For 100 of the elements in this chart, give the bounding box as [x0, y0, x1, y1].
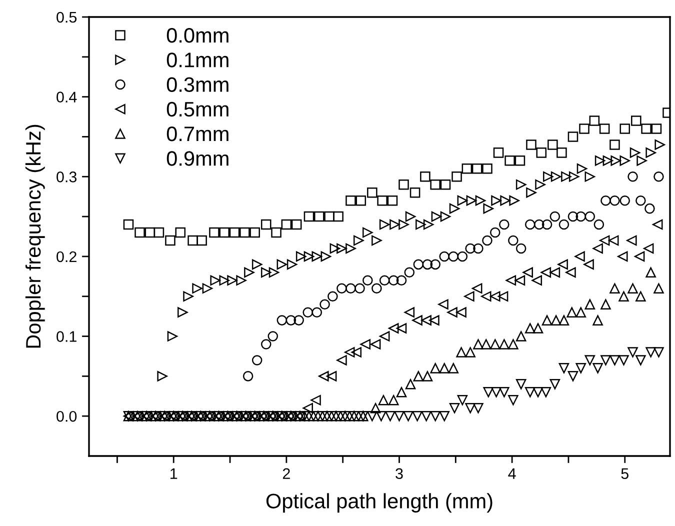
x-tick-label: 1 [170, 468, 178, 479]
point [202, 283, 213, 294]
point [346, 243, 356, 254]
point [579, 124, 590, 134]
x-tick-label: 5 [621, 468, 628, 480]
point [296, 251, 306, 262]
point [651, 124, 662, 134]
point [260, 267, 272, 278]
point [568, 132, 578, 142]
point [491, 195, 502, 206]
point [314, 211, 324, 222]
point [584, 211, 596, 222]
legend-label: 0.5mm [166, 102, 228, 117]
point [209, 227, 220, 238]
point [387, 195, 398, 206]
point [379, 275, 390, 286]
point [320, 299, 330, 310]
y-tick-label: 0.0 [56, 410, 77, 422]
point [576, 211, 586, 222]
point [372, 235, 382, 246]
x-tick-label: 4 [508, 468, 516, 479]
point [568, 171, 580, 182]
point [157, 371, 168, 382]
point [134, 227, 145, 238]
y-tick-label: 0.1 [56, 331, 76, 342]
point [448, 251, 459, 262]
point [439, 251, 450, 262]
point [631, 116, 642, 126]
legend-label: 0.7mm [166, 126, 228, 142]
legend-label: 0.1mm [166, 52, 228, 68]
point [398, 179, 409, 190]
point [377, 195, 388, 206]
point [219, 227, 230, 238]
point [430, 259, 440, 270]
point [452, 171, 462, 182]
point [534, 219, 544, 230]
point [509, 195, 520, 206]
point [252, 259, 262, 270]
point [514, 156, 526, 166]
point [286, 259, 298, 270]
point [167, 331, 178, 342]
point [535, 179, 546, 190]
point [294, 315, 304, 326]
point [641, 124, 652, 134]
point [229, 227, 240, 238]
point [594, 219, 604, 230]
point [388, 275, 399, 286]
point [356, 195, 366, 206]
point [431, 211, 442, 222]
point [188, 235, 198, 246]
point [271, 227, 282, 238]
point [260, 339, 272, 350]
point [628, 171, 638, 182]
point [144, 227, 156, 238]
point [367, 187, 378, 198]
point [379, 219, 390, 230]
point [654, 171, 664, 182]
point [304, 251, 314, 262]
point [423, 219, 434, 230]
point [610, 156, 621, 166]
point [281, 219, 292, 230]
point [584, 171, 596, 182]
point [354, 283, 365, 294]
point [610, 195, 620, 206]
point [516, 243, 526, 254]
point [405, 211, 416, 222]
y-tick-label: 0.3 [56, 172, 77, 182]
point [324, 211, 334, 222]
point [346, 195, 356, 206]
point [599, 124, 610, 134]
point [302, 307, 313, 318]
point [404, 267, 415, 278]
point [449, 203, 460, 214]
point [550, 171, 562, 182]
point [536, 148, 547, 158]
point [372, 283, 382, 294]
point [304, 211, 314, 222]
point [473, 243, 484, 254]
point [336, 283, 347, 294]
point [620, 156, 630, 166]
point [636, 195, 646, 206]
point [242, 371, 254, 382]
point [410, 187, 420, 198]
x-tick-label: 2 [282, 468, 290, 479]
x-axis-title: Optical path length (mm) [266, 493, 492, 513]
point [320, 251, 332, 262]
point [490, 227, 500, 238]
point [472, 164, 482, 174]
point [466, 195, 477, 206]
y-tick-label: 0.4 [56, 92, 77, 103]
point [244, 267, 254, 278]
point [330, 243, 340, 254]
point [636, 156, 647, 166]
point [646, 148, 656, 158]
point [542, 219, 552, 230]
point [413, 259, 424, 270]
point [543, 171, 554, 182]
point [336, 243, 347, 254]
point [561, 171, 572, 182]
point [178, 307, 188, 318]
